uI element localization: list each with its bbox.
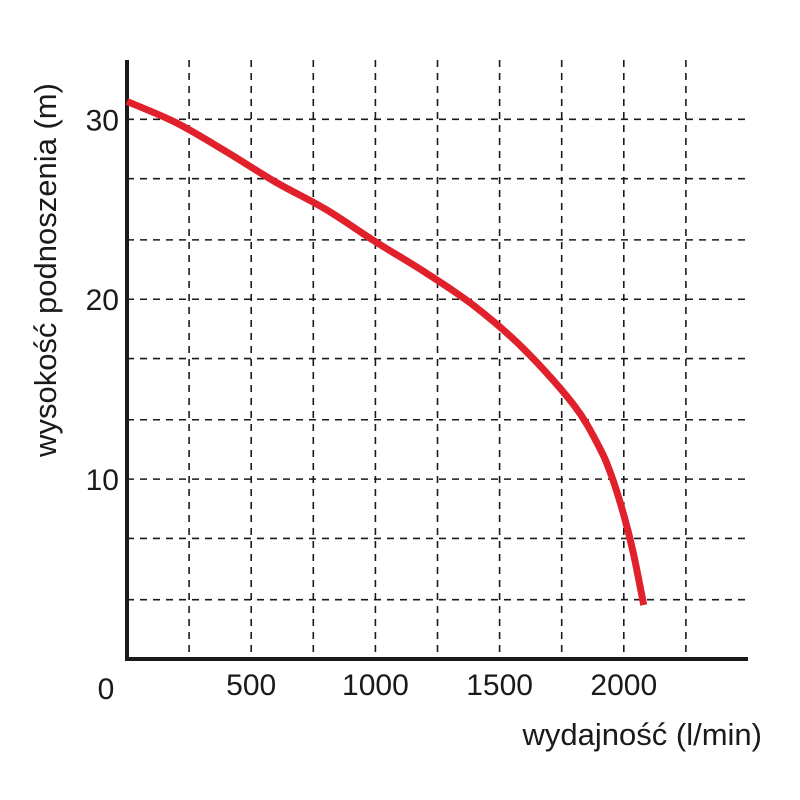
grid — [127, 60, 748, 659]
y-axis-label: wysokość podnoszenia (m) — [28, 83, 63, 458]
series — [125, 98, 648, 606]
y-tick-label-1: 20 — [86, 284, 119, 317]
x-axis-label: wydajność (l/min) — [522, 717, 762, 752]
y-tick-label-0: 10 — [86, 464, 119, 497]
origin-tick-label: 0 — [98, 673, 115, 706]
y-tick-label-2: 30 — [86, 104, 119, 137]
x-tick-label-0: 500 — [226, 669, 276, 702]
x-tick-label-1: 1000 — [342, 669, 409, 702]
x-tick-label-3: 2000 — [590, 669, 657, 702]
axes — [125, 60, 748, 661]
tick-labels: 500 1000 1500 2000 10 20 30 — [86, 104, 658, 702]
x-tick-label-2: 1500 — [466, 669, 533, 702]
series-line-0 — [125, 98, 648, 606]
